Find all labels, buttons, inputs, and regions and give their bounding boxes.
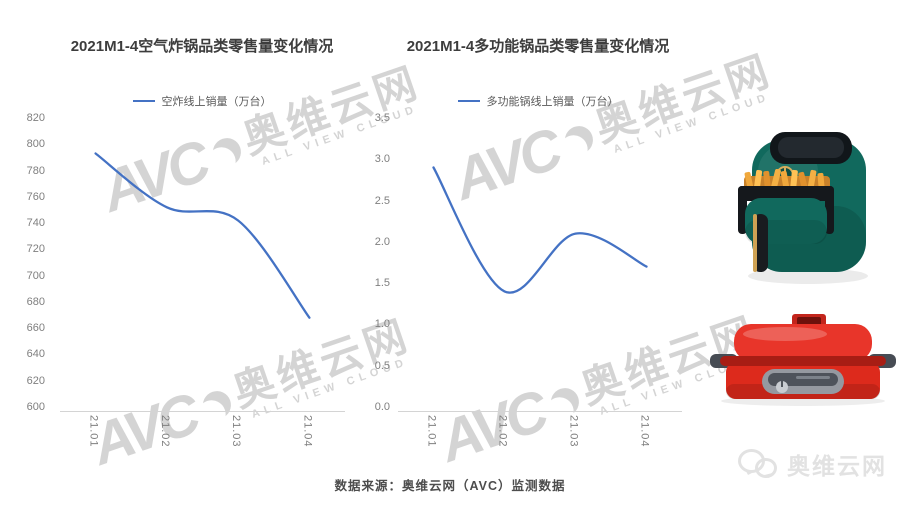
x-axis-tick: 21.04 (638, 415, 651, 448)
x-axis-tick: 21.04 (301, 415, 314, 448)
chat-bubbles-icon (738, 448, 778, 483)
x-axis-line (60, 411, 345, 412)
x-axis-line (398, 411, 682, 412)
y-axis-tick: 1.0 (374, 318, 390, 331)
y-axis-tick: 640 (26, 348, 45, 361)
y-axis-tick: 680 (26, 295, 45, 308)
air-fryer-image (728, 128, 893, 308)
air-fryer-illustration (738, 132, 868, 284)
y-axis-tick: 3.0 (374, 153, 390, 166)
y-axis-tick: 700 (26, 269, 45, 282)
cooker-lid (734, 324, 872, 361)
left-chart-title: 2021M1-4空气炸锅品类零售量变化情况 (70, 38, 334, 55)
x-axis-tick: 21.03 (230, 415, 243, 448)
series-line (94, 152, 311, 319)
y-axis-tick: 0.0 (374, 401, 390, 413)
legend-label: 空炸线上销量（万台） (161, 96, 272, 108)
y-axis-tick: 620 (26, 374, 45, 387)
y-axis-tick: 2.0 (374, 235, 390, 248)
brand-name: 奥维云网 (787, 453, 887, 479)
y-axis-tick: 760 (26, 190, 45, 203)
y-axis-tick: 600 (26, 401, 45, 413)
x-axis-tick: 21.02 (158, 415, 171, 448)
y-axis-tick: 720 (26, 243, 45, 256)
y-axis-tick: 3.5 (374, 112, 390, 124)
y-axis-tick: 820 (26, 112, 45, 124)
left-chart-legend: 空炸线上销量（万台） (42, 93, 362, 109)
x-axis-tick: 21.02 (496, 415, 509, 448)
y-axis-tick: 2.5 (374, 194, 390, 207)
y-axis-tick: 800 (26, 138, 45, 151)
cooker-rim (720, 356, 886, 366)
multi-cooker-illustration (710, 314, 896, 406)
multi-cooker-image (700, 308, 900, 408)
legend-label: 多功能锅线上销量（万台） (486, 96, 619, 108)
y-axis-tick: 1.5 (374, 277, 390, 290)
legend-line-swatch (132, 99, 155, 103)
legend-line-swatch (457, 99, 480, 103)
y-axis-tick: 740 (26, 217, 45, 230)
y-axis-tick: 780 (26, 164, 45, 177)
brand-logo: 奥维云网 (738, 447, 887, 483)
y-axis-tick: 0.5 (374, 359, 390, 372)
x-axis-tick: 21.01 (87, 415, 100, 448)
series-line (432, 166, 648, 294)
y-axis-tick: 660 (26, 322, 45, 335)
right-chart-legend: 多功能锅线上销量（万台） (378, 93, 698, 109)
x-axis-tick: 21.01 (425, 415, 438, 448)
right-chart-title: 2021M1-4多功能锅品类零售量变化情况 (406, 38, 670, 55)
x-axis-tick: 21.03 (567, 415, 580, 448)
fryer-basket-frame (738, 186, 834, 201)
data-source-note: 数据来源：奥维云网（AVC）监测数据 (334, 479, 566, 493)
